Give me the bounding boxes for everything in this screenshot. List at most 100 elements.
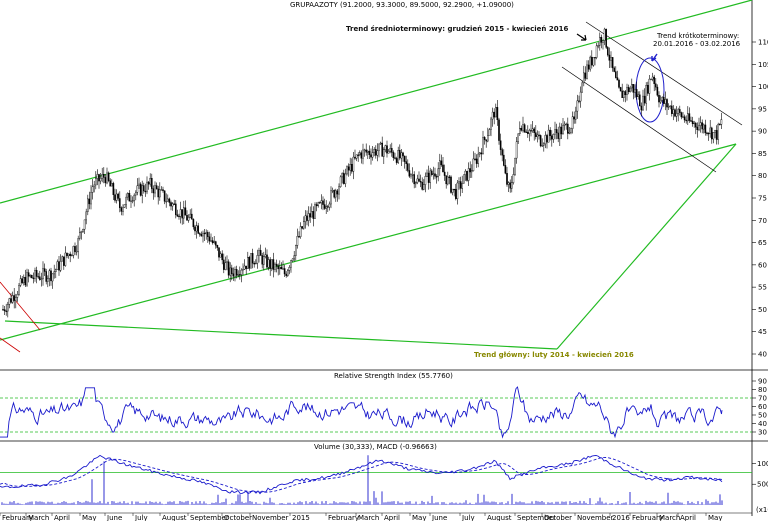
candle-body [94, 178, 97, 186]
candle-body [578, 100, 580, 102]
candle-body [373, 148, 376, 153]
candle-body [368, 150, 371, 155]
candle-body [423, 184, 425, 190]
candle-body [549, 129, 551, 137]
candle-body [525, 131, 527, 133]
rsi-tick-label: 40 [758, 420, 767, 428]
candle-body [672, 109, 675, 114]
candle-body [487, 135, 489, 142]
candle-body [285, 273, 288, 276]
candle-body [202, 232, 204, 237]
candle-body [584, 72, 587, 79]
candle-body [48, 270, 51, 279]
candle-body [405, 161, 408, 164]
candle-body [14, 297, 17, 301]
candle-body [491, 111, 494, 120]
rsi-tick-label: 60 [758, 403, 767, 411]
price-tick-label: 110 [758, 39, 768, 47]
candle-body [182, 207, 185, 219]
candle-body [282, 268, 284, 270]
candle-body [6, 304, 9, 312]
candle-body [290, 260, 292, 268]
price-tick-label: 90 [758, 128, 767, 136]
candle-body [88, 198, 91, 205]
candle-body [503, 154, 505, 166]
candle-body [378, 143, 380, 151]
candle-body [5, 310, 7, 312]
candle-body [618, 79, 620, 88]
candle-body [555, 129, 558, 134]
candle-body [506, 172, 508, 185]
candle-body [330, 190, 332, 205]
price-tick-label: 100 [758, 83, 768, 91]
candle-body [126, 192, 129, 198]
candle-body [311, 211, 313, 218]
candle-body [197, 225, 200, 234]
candle-body [354, 156, 356, 159]
candle-body [379, 142, 382, 145]
candle-body [53, 271, 55, 275]
candle-body [208, 236, 211, 242]
candle-body [443, 171, 446, 176]
candle-body [211, 240, 214, 243]
candle-body [109, 180, 111, 187]
candle-body [301, 226, 304, 229]
candle-body [237, 274, 240, 276]
x-tick-label: June [106, 514, 122, 521]
candle-body [357, 154, 360, 156]
candle-body [39, 276, 41, 280]
candle-body [394, 157, 396, 159]
candle-body [447, 176, 449, 185]
candle-body [365, 149, 368, 153]
diagonal-trend-line [556, 143, 737, 350]
candle-body [565, 123, 567, 126]
candle-body [656, 86, 659, 96]
candle-body [221, 253, 224, 261]
candle-body [346, 166, 348, 175]
candle-body [570, 128, 572, 133]
base-trend-line [4, 320, 558, 350]
candle-body [195, 225, 198, 232]
short-resistance-line [585, 21, 743, 126]
candle-body [538, 134, 540, 136]
candle-body [11, 295, 14, 303]
candle-body [568, 131, 571, 134]
candle-body [336, 190, 339, 195]
candle-body [407, 163, 409, 171]
candle-body [698, 125, 700, 131]
candle-body [61, 256, 63, 262]
candle-body [267, 259, 270, 268]
candle-body [125, 196, 127, 205]
candle-body [643, 95, 646, 104]
candle-body [320, 200, 323, 203]
x-tick-label: 2016 [612, 514, 630, 521]
candle-body [600, 37, 603, 43]
candle-body [375, 148, 377, 156]
candle-body [603, 28, 606, 41]
candle-body [190, 213, 193, 220]
x-tick-label: May [708, 514, 722, 521]
candle-body [216, 244, 219, 248]
candle-body [448, 176, 451, 178]
candle-body [243, 265, 246, 270]
candle-body [587, 64, 590, 70]
ohlc-header: GRUPAAZOTY (91.2000, 93.3000, 89.5000, 9… [290, 1, 514, 9]
candle-body [306, 215, 308, 221]
red-trend-line-2 [0, 337, 21, 353]
macd-signal-line [0, 456, 723, 493]
candle-body [431, 170, 433, 175]
candle-body [634, 89, 636, 93]
candle-body [218, 247, 220, 258]
candle-body [458, 181, 460, 184]
candle-body [667, 106, 670, 108]
candle-body [488, 129, 491, 136]
candle-body [675, 113, 678, 117]
candle-body [150, 177, 153, 189]
candle-body [200, 233, 203, 237]
candle-body [86, 198, 89, 212]
candle-body [576, 100, 579, 112]
candle-body [303, 221, 305, 229]
candle-body [399, 149, 401, 159]
candle-body [557, 132, 559, 139]
candle-body [386, 145, 388, 154]
